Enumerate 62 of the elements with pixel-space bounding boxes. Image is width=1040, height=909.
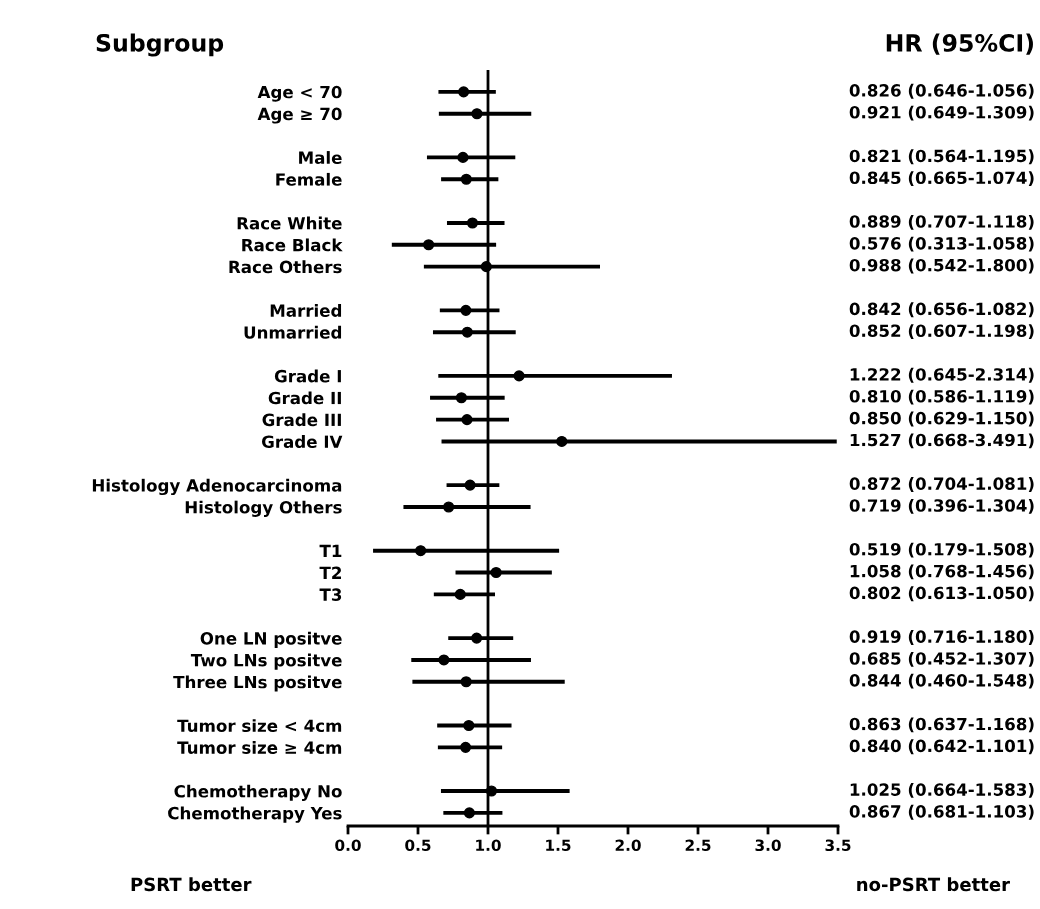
- data-label: 0.872 (0.704-1.081): [849, 477, 1034, 492]
- y-tick-label: Tumor size < 4cm: [177, 719, 342, 733]
- x-tick-label: 2.5: [685, 839, 711, 852]
- y-tick-label: Tumor size ≥ 4cm: [177, 741, 342, 754]
- y-axis-title: Subgroup: [96, 33, 224, 57]
- data-label: 0.844 (0.460-1.548): [849, 673, 1034, 689]
- x-tick-label: 0.0: [335, 839, 361, 852]
- y-tick-label: Male: [299, 151, 342, 164]
- y-tick-label: Race Others: [229, 260, 342, 274]
- data-label: 0.519 (0.179-1.508): [849, 542, 1034, 558]
- text: HR (95%CI): [886, 33, 1033, 55]
- data-label: 0.685 (0.452-1.307): [849, 651, 1034, 667]
- data-label: 0.826 (0.646-1.056): [849, 83, 1034, 99]
- data-label: 0.867 (0.681-1.103): [849, 804, 1034, 820]
- data-label: 0.821 (0.564-1.195): [849, 149, 1034, 165]
- x-tick-label: 2.0: [615, 839, 641, 852]
- y-tick-label: Race White: [237, 216, 342, 230]
- data-label: 0.802 (0.613-1.050): [849, 586, 1034, 602]
- y-tick-label: Chemotherapy Yes: [168, 806, 342, 823]
- data-label: 0.850 (0.629-1.150): [849, 411, 1034, 427]
- text: no-PSRT better: [857, 877, 1010, 892]
- text: PSRT better: [131, 877, 252, 892]
- data-label: 0.719 (0.396-1.304): [849, 498, 1034, 514]
- y-tick-label: Grade II: [268, 391, 341, 405]
- x-tick-label: 3.0: [755, 839, 781, 852]
- y-tick-label: T3: [319, 588, 342, 601]
- y-tick-label: One LN positve: [200, 631, 342, 648]
- y-tick-label: Two LNs positve: [190, 653, 342, 670]
- data-label: 0.988 (0.542-1.800): [849, 258, 1034, 274]
- data-label: 0.845 (0.665-1.074): [849, 171, 1034, 187]
- data-label: 0.840 (0.642-1.101): [849, 739, 1034, 755]
- y-tick-label: Age < 70: [257, 85, 342, 102]
- data-label: 0.810 (0.586-1.119): [849, 389, 1034, 405]
- x-tick-label: 1.0: [476, 839, 501, 852]
- y-tick-label: T2: [319, 566, 341, 579]
- y-tick-label: Histology Others: [185, 500, 342, 517]
- y-tick-label: Unmarried: [244, 325, 342, 339]
- y-tick-label: Three LNs positve: [173, 675, 342, 692]
- data-label: 1.058 (0.768-1.456): [850, 564, 1034, 580]
- x-tick-label: 0.5: [405, 839, 431, 852]
- data-label: 0.863 (0.637-1.168): [849, 717, 1034, 733]
- x-tick-label: 1.5: [546, 839, 571, 852]
- y-tick-label: Grade IV: [261, 435, 343, 449]
- data-label: 1.222 (0.645-2.314): [850, 367, 1034, 383]
- y-tick-label: Grade III: [262, 413, 341, 427]
- data-label: 1.527 (0.668-3.491): [850, 433, 1034, 449]
- y-tick-label: Chemotherapy No: [174, 784, 342, 801]
- y-tick-label: Female: [276, 172, 342, 186]
- data-label: 0.889 (0.707-1.118): [849, 214, 1034, 230]
- y-tick-label: Grade I: [274, 369, 341, 383]
- data-label: 0.576 (0.313-1.058): [849, 236, 1034, 252]
- data-label: 1.025 (0.664-1.583): [850, 782, 1034, 798]
- y-tick-label: Race Black: [242, 238, 343, 252]
- y-tick-label: Age ≥ 70: [257, 107, 342, 124]
- data-label: 0.919 (0.716-1.180): [849, 630, 1034, 645]
- x-tick-label: 3.5: [825, 839, 851, 852]
- y-tick-label: Histology Adenocarcinoma: [92, 478, 342, 496]
- data-label: 0.842 (0.656-1.082): [849, 302, 1034, 318]
- y-tick-label: Married: [270, 304, 342, 317]
- y-tick-label: T1: [319, 544, 342, 558]
- data-label: 0.852 (0.607-1.198): [849, 324, 1034, 339]
- data-label: 0.921 (0.649-1.309): [849, 105, 1034, 121]
